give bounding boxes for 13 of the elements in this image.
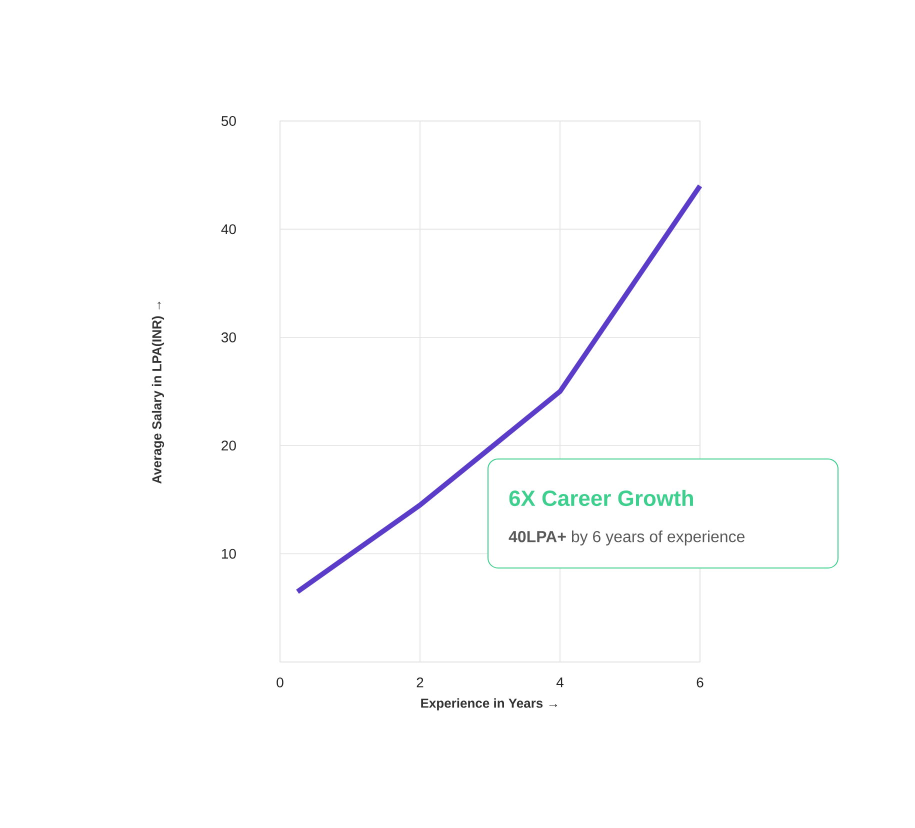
x-tick-label: 0 — [276, 678, 284, 688]
x-tick-label: 6 — [696, 678, 704, 688]
x-tick-label: 2 — [416, 678, 424, 688]
x-axis-title: Experience in Years → — [421, 698, 558, 710]
x-tick-label: 4 — [556, 678, 564, 688]
y-axis-title: Average Salary in LPA(INR) → — [152, 302, 164, 484]
annotation: 6X Career Growth — [509, 490, 693, 506]
y-tick-label: 10 — [222, 548, 236, 559]
y-tick-label: 30 — [221, 332, 236, 342]
y-tick-label: 20 — [222, 440, 236, 451]
y-tick-label: 40 — [221, 224, 236, 234]
annotation: 40LPA+ by 6 years of experience — [508, 530, 745, 546]
y-tick-label: 50 — [221, 116, 236, 126]
